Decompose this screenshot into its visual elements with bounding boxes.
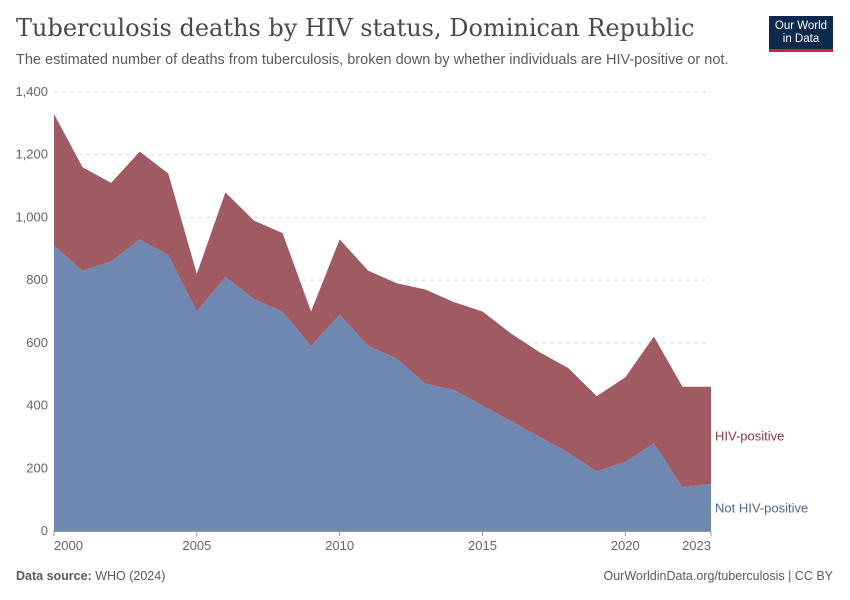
x-tick-label: 2000 [54,538,83,553]
y-tick-label: 400 [26,398,48,413]
series-area-not-hiv-positive [54,239,711,531]
y-tick-label: 1,200 [15,147,48,162]
x-tick-label: 2015 [468,538,497,553]
y-tick-label: 1,400 [15,84,48,99]
x-tick-label: 2020 [611,538,640,553]
x-tick-label: 2005 [182,538,211,553]
data-source-label: Data source: [16,569,92,583]
chart-subtitle: The estimated number of deaths from tube… [16,52,729,68]
x-tick-label: 2023 [682,538,711,553]
source-link[interactable]: OurWorldinData.org/tuberculosis | CC BY [603,569,834,583]
y-tick-label: 600 [26,335,48,350]
series-label-hiv-positive: HIV-positive [715,428,784,443]
data-source-value: WHO (2024) [95,569,166,583]
logo-line-1: Our World [774,20,828,32]
series-area-hiv-positive [54,113,711,488]
y-tick-label: 800 [26,272,48,287]
y-tick-label: 200 [26,460,48,475]
series-label-not-hiv-positive: Not HIV-positive [715,500,808,515]
x-tick-label: 2010 [325,538,354,553]
y-tick-label: 1,000 [15,209,48,224]
logo-line-2: in Data [782,33,820,45]
chart-title: Tuberculosis deaths by HIV status, Domin… [16,14,695,42]
data-source: Data source: WHO (2024) [16,569,165,583]
y-tick-label: 0 [41,523,48,538]
owid-logo[interactable]: Our World in Data [769,16,833,52]
